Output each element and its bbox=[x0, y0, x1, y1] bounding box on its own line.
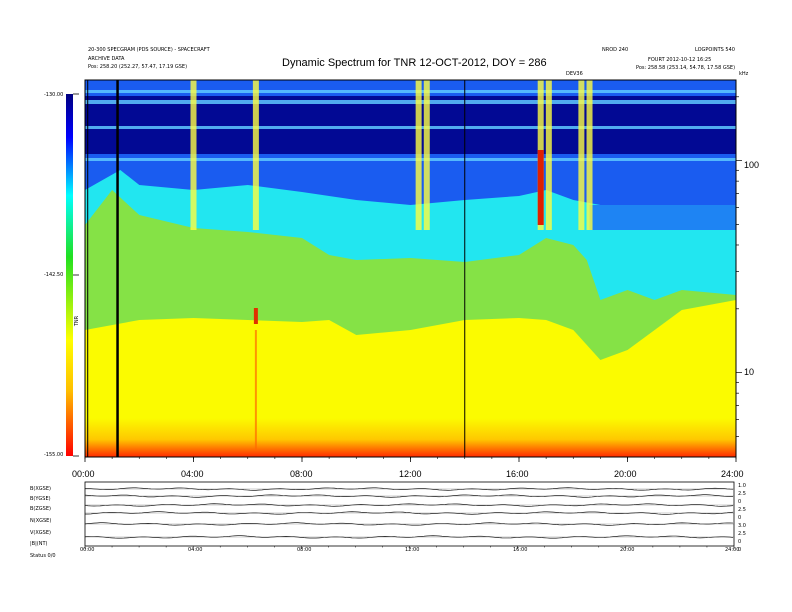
lower-left-label: B(XGSE) bbox=[30, 486, 51, 492]
header-right-line3: Pos: 258.58 (253.14, 54.78, 17.58 GSE) bbox=[636, 65, 736, 71]
lower-trace bbox=[84, 535, 734, 539]
horizontal-stripe bbox=[85, 158, 736, 161]
colorbar-tick-label: -130.00 bbox=[44, 92, 64, 98]
horizontal-stripe bbox=[85, 90, 736, 93]
burst-trail bbox=[254, 330, 257, 450]
colorbar-tick-label: -142.50 bbox=[44, 272, 64, 278]
lower-right-label: 2.5 bbox=[738, 507, 746, 513]
lower-x-tick-label: 04:00 bbox=[188, 547, 203, 553]
burst-streak bbox=[586, 80, 593, 230]
x-tick-label: 00:00 bbox=[72, 469, 95, 479]
colorbar bbox=[66, 94, 73, 456]
header-right-b: LOGPOINTS 540 bbox=[695, 47, 735, 53]
header-info-line1: 20-300 SPECGRAM (PDS SOURCE) - SPACECRAF… bbox=[88, 47, 210, 53]
chart-title: Dynamic Spectrum for TNR 12-OCT-2012, DO… bbox=[282, 57, 547, 69]
lower-status-label: Status 0/0 bbox=[30, 553, 56, 559]
late-blue-region bbox=[589, 205, 736, 230]
horizontal-stripe bbox=[85, 100, 736, 104]
lower-left-label: |B|(NT) bbox=[30, 541, 48, 547]
burst-streak bbox=[190, 80, 197, 230]
lower-left-label: N(XGSE) bbox=[30, 518, 52, 524]
header-info-line3: Pos: 258.20 (252.27, 57.47, 17.19 GSE) bbox=[88, 64, 188, 70]
lower-right-label: 0 bbox=[738, 515, 742, 521]
x-tick-label: 16:00 bbox=[506, 469, 529, 479]
lower-left-label: B(ZGSE) bbox=[30, 506, 51, 512]
lower-right-label: 3.0 bbox=[738, 523, 746, 529]
x-tick-label: 20:00 bbox=[614, 469, 637, 479]
x-tick-label: 08:00 bbox=[290, 469, 313, 479]
lower-right-label: 2.5 bbox=[738, 531, 746, 537]
x-tick-label: 04:00 bbox=[181, 469, 204, 479]
burst-streak bbox=[415, 80, 422, 230]
lower-right-label: 0 bbox=[738, 539, 742, 545]
lower-x-tick-label: 20:00 bbox=[620, 547, 635, 553]
x-tick-label: 12:00 bbox=[399, 469, 422, 479]
low-frequency-band bbox=[85, 418, 736, 457]
burst-streak bbox=[252, 80, 259, 230]
lower-right-label: 1.0 bbox=[738, 483, 746, 489]
lower-left-label: V(XGSE) bbox=[30, 530, 51, 536]
horizontal-stripe bbox=[85, 126, 736, 129]
burst-spot bbox=[253, 308, 258, 324]
burst-streak bbox=[545, 80, 552, 230]
dark-band bbox=[85, 96, 736, 154]
y-tick-label: 100 bbox=[744, 160, 760, 170]
burst-streak bbox=[578, 80, 585, 230]
header-info-line2: ARCHIVE DATA bbox=[88, 56, 125, 62]
burst-streak bbox=[423, 80, 430, 230]
header-right-line2: FOURT 2012-10-12 16:25 bbox=[648, 57, 712, 63]
lower-left-label: B(YGSE) bbox=[30, 496, 51, 502]
x-tick-label: 24:00 bbox=[721, 469, 744, 479]
lower-x-tick-label: 00:00 bbox=[80, 547, 95, 553]
unit-label: kHz bbox=[739, 71, 749, 77]
lower-right-label: 0 bbox=[738, 499, 742, 505]
lower-x-tick-label: 08:00 bbox=[297, 547, 312, 553]
y-tick-label: 10 bbox=[744, 367, 755, 377]
colorbar-tick-label: -155.00 bbox=[44, 452, 64, 458]
small-marker: DEV36 bbox=[566, 71, 583, 77]
header-right-a: NROD 240 bbox=[602, 47, 629, 53]
lower-right-label: 0 bbox=[738, 547, 742, 553]
lower-right-label: 2.5 bbox=[738, 491, 746, 497]
burst-core bbox=[537, 150, 544, 225]
lower-x-tick-label: 12:00 bbox=[405, 547, 420, 553]
lower-x-tick-label: 16:00 bbox=[513, 547, 528, 553]
lower-x-tick-label: 24:00 bbox=[725, 547, 740, 553]
